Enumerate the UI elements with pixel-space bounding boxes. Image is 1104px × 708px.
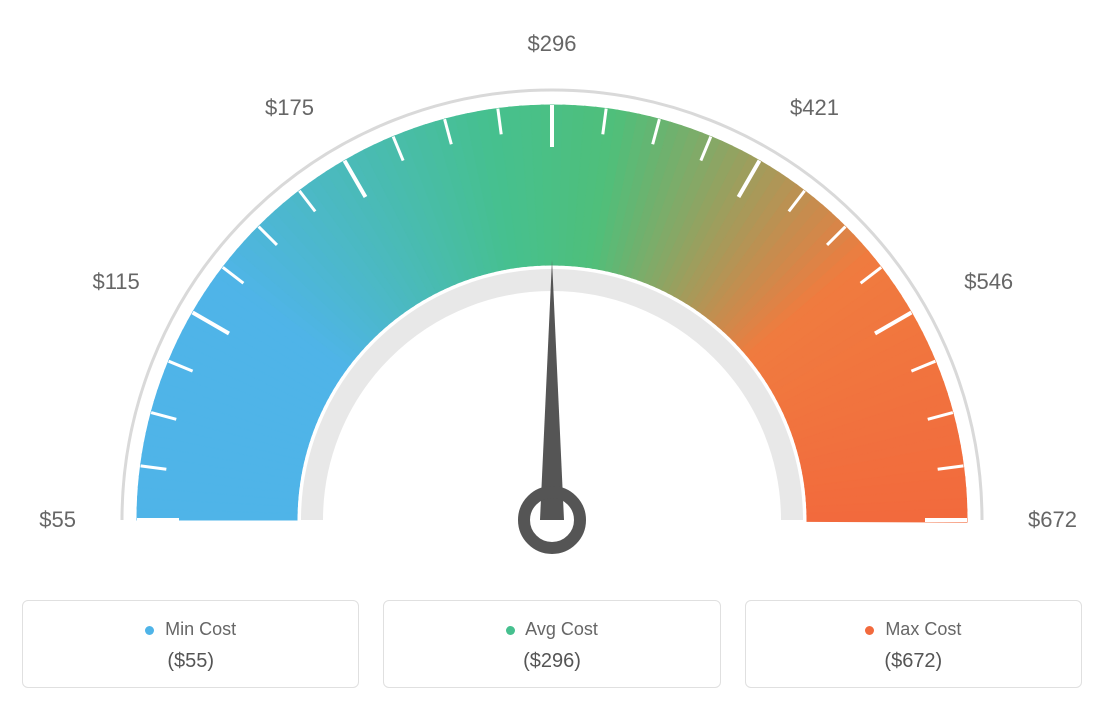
legend-card-min: Min Cost ($55) [22, 600, 359, 688]
gauge-svg: $55 $115 $175 $296 $421 $546 $672 [22, 20, 1082, 580]
legend-dot-max [865, 626, 874, 635]
legend-row: Min Cost ($55) Avg Cost ($296) Max Cost … [22, 600, 1082, 688]
gauge-tick-label: $55 [39, 507, 76, 532]
legend-dot-avg [506, 626, 515, 635]
gauge-tick-label: $115 [92, 269, 139, 294]
legend-label-avg: Avg Cost [525, 619, 598, 639]
legend-title-avg: Avg Cost [384, 619, 719, 640]
legend-dot-min [145, 626, 154, 635]
legend-value-min: ($55) [23, 650, 358, 673]
gauge-tick-label: $175 [265, 95, 314, 120]
gauge-tick-label: $546 [964, 269, 1013, 294]
gauge-tick-label: $296 [528, 31, 577, 56]
legend-value-avg: ($296) [384, 650, 719, 673]
legend-value-max: ($672) [746, 650, 1081, 673]
legend-label-min: Min Cost [165, 619, 236, 639]
gauge-needle [540, 260, 564, 520]
legend-card-max: Max Cost ($672) [745, 600, 1082, 688]
legend-label-max: Max Cost [885, 619, 961, 639]
legend-title-min: Min Cost [23, 619, 358, 640]
gauge-chart: $55 $115 $175 $296 $421 $546 $672 [22, 20, 1082, 580]
legend-title-max: Max Cost [746, 619, 1081, 640]
gauge-tick-label: $421 [790, 95, 839, 120]
gauge-tick-label: $672 [1028, 507, 1077, 532]
legend-card-avg: Avg Cost ($296) [383, 600, 720, 688]
